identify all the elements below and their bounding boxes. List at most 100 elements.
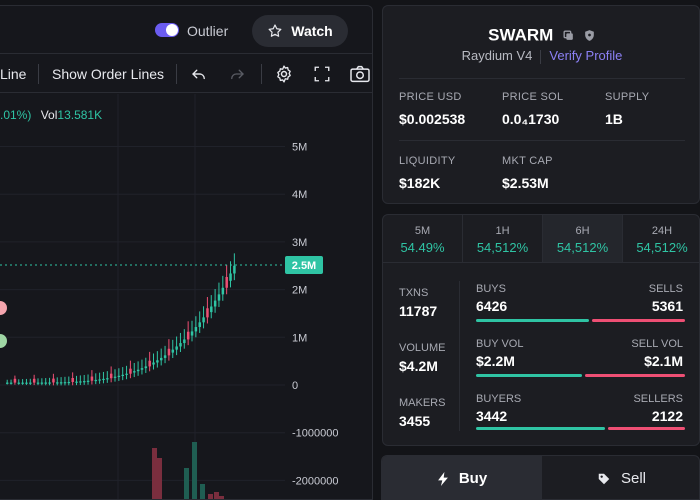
divider <box>399 140 685 141</box>
candle-body <box>198 322 201 328</box>
chart-header: Outlier Watch <box>0 6 372 54</box>
volume-label: VOLUME <box>399 342 446 354</box>
buy-vol-value: $2.2M <box>476 353 515 369</box>
candle-body <box>102 378 105 381</box>
candle-body <box>210 306 213 313</box>
volume-value: $4.2M <box>399 358 438 374</box>
sell-marker[interactable] <box>0 301 7 315</box>
timeframe-tab-5m[interactable]: 5M 54.49% <box>383 215 463 263</box>
verify-profile-link[interactable]: Verify Profile <box>549 48 623 63</box>
sells-label: SELLS <box>648 283 683 295</box>
line-tool-button[interactable]: Line <box>0 66 27 82</box>
candle-body <box>221 287 225 295</box>
token-name: SWARM <box>488 25 554 45</box>
sellers-label: SELLERS <box>633 393 683 405</box>
candle-body <box>75 381 78 383</box>
candle-body <box>144 366 148 369</box>
trade-tabs: Buy Sell <box>381 455 700 500</box>
candle-body <box>44 382 47 384</box>
candle-body <box>17 382 21 384</box>
buy-button[interactable]: Buy <box>382 456 542 499</box>
volume-bar <box>184 468 189 499</box>
y-axis-ticks: 5M 4M 3M 2M 1M 0 -1000000 -2000000 <box>292 142 339 488</box>
timeframe-name: 5M <box>414 225 431 237</box>
candle-body <box>25 382 28 384</box>
token-subtitle: Raydium V4 Verify Profile <box>383 48 700 64</box>
price-tag <box>285 256 323 274</box>
candle-body <box>121 374 124 377</box>
candle-body <box>79 381 82 383</box>
settings-gear-icon[interactable] <box>274 64 294 84</box>
copy-icon[interactable] <box>562 29 575 42</box>
sell-vol-label: SELL VOL <box>631 338 683 350</box>
candle-body <box>109 373 113 379</box>
volume-bar <box>219 496 224 499</box>
chart-toolbar: Line Show Order Lines <box>0 55 372 93</box>
supply-value: 1B <box>605 111 623 127</box>
candle-body <box>63 382 67 384</box>
makers-label: MAKERS <box>399 397 446 409</box>
price-sol-value: 0.0₄1730 <box>502 111 560 127</box>
outlier-label: Outlier <box>187 23 229 39</box>
candlestick-chart[interactable]: 5M 4M 3M 2M 1M 0 -1000000 -2000000 2.5M <box>0 94 373 500</box>
candle-body <box>106 378 109 380</box>
volume-bars <box>152 442 224 499</box>
candle-body <box>229 273 232 281</box>
toolbar-divider <box>176 64 177 84</box>
watch-button[interactable]: Watch <box>252 15 348 47</box>
candle-body <box>59 382 63 384</box>
legend-vol-label: Vol <box>40 108 58 122</box>
buys-label: BUYS <box>476 283 506 295</box>
buy-marker[interactable] <box>0 334 7 348</box>
candle-body <box>148 360 151 367</box>
redo-icon[interactable] <box>228 65 246 83</box>
shield-icon[interactable] <box>583 29 596 42</box>
liquidity-value: $182K <box>399 175 441 191</box>
buy-label: Buy <box>458 470 488 487</box>
undo-icon[interactable] <box>190 65 208 83</box>
star-icon <box>268 24 282 37</box>
buyers-bar <box>476 427 605 430</box>
candle-body <box>179 343 182 347</box>
show-order-lines-button[interactable]: Show Order Lines <box>52 66 165 82</box>
candle-body <box>183 339 186 344</box>
candle-body <box>94 379 98 382</box>
timeframe-tab-24h[interactable]: 24H 54,512% <box>623 215 699 263</box>
candle-body <box>140 368 144 370</box>
buy-vol-bar <box>476 374 582 377</box>
outlier-toggle[interactable] <box>155 23 179 37</box>
timeframe-tab-6h[interactable]: 6H 54,512% <box>543 215 623 263</box>
candle-body <box>21 382 24 384</box>
timeframe-tab-1h[interactable]: 1H 54,512% <box>463 215 543 263</box>
sellers-bar <box>608 427 685 430</box>
candle-body <box>175 346 178 350</box>
divider <box>459 281 460 431</box>
candle-body <box>32 378 36 383</box>
candle-body <box>171 349 175 353</box>
volume-bar <box>200 484 205 499</box>
sell-button[interactable]: Sell <box>542 456 699 499</box>
volume-bar <box>152 448 157 499</box>
mkt-cap-label: MKT CAP <box>502 155 553 167</box>
buys-bar <box>476 319 589 322</box>
supply-label: SUPPLY <box>605 91 650 103</box>
camera-icon[interactable] <box>349 65 371 83</box>
y-tick-label: 2M <box>292 285 307 297</box>
legend-change: .01%) <box>0 108 32 122</box>
candle-body <box>217 294 221 301</box>
txns-label: TXNS <box>399 287 429 299</box>
timeframe-name: 6H <box>575 225 590 237</box>
candles <box>6 253 236 386</box>
candle-body <box>125 373 128 375</box>
candle-body <box>83 381 86 383</box>
y-tick-label: 0 <box>292 380 298 392</box>
buy-vol-label: BUY VOL <box>476 338 524 350</box>
lightning-icon <box>437 471 448 486</box>
chart-panel: Outlier Watch Line Show Order Lines 5M 4M… <box>0 5 373 500</box>
candle-body <box>9 382 13 384</box>
buyers-value: 3442 <box>476 408 508 424</box>
fullscreen-icon[interactable] <box>313 65 331 83</box>
y-tick-label: 4M <box>292 189 307 201</box>
chart-legend: .01%) Vol13.581K <box>0 108 102 122</box>
buyers-label: BUYERS <box>476 393 522 405</box>
